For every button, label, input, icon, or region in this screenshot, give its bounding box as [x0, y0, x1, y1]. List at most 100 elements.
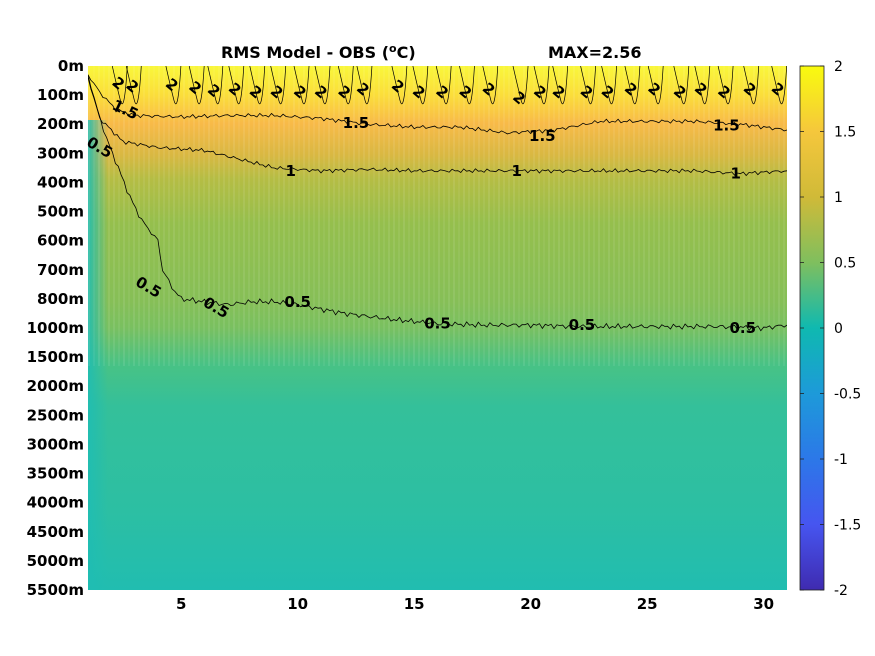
texture-stripe [193, 66, 195, 366]
texture-stripe [518, 66, 520, 366]
colorbar-tick-label: -1.5 [834, 518, 861, 534]
texture-stripe [603, 66, 605, 366]
contour-line-2 [771, 66, 787, 105]
contour-label: 1.5 [713, 117, 740, 135]
texture-stripe [758, 66, 760, 366]
y-tick-label: 800m [37, 290, 84, 308]
texture-stripe [378, 66, 380, 366]
texture-stripe [178, 66, 180, 366]
y-tick-label: 600m [37, 232, 84, 250]
contour-label: 1 [285, 162, 295, 180]
texture-stripe [528, 66, 530, 366]
contour-line-2 [356, 66, 373, 105]
x-tick-label: 15 [404, 595, 425, 613]
texture-stripe [363, 66, 365, 366]
texture-stripe [388, 66, 390, 366]
texture-stripe [243, 66, 245, 366]
texture-stripe [183, 66, 185, 366]
texture-stripe [258, 66, 260, 366]
texture-stripe [683, 66, 685, 366]
contour-line-0-5 [88, 74, 787, 332]
texture-stripe [553, 66, 555, 366]
texture-stripe [328, 66, 330, 366]
y-tick-label: 3000m [27, 435, 84, 453]
contour-line-2 [412, 66, 429, 105]
contour-line-2 [125, 66, 142, 105]
max-label: MAX=2.56 [548, 43, 642, 62]
y-tick-label: 300m [37, 144, 84, 162]
contour-lines [88, 66, 787, 332]
texture-stripe [123, 66, 125, 366]
texture-stripe [353, 66, 355, 366]
contour-line-2 [482, 66, 499, 105]
texture-stripe [443, 66, 445, 366]
y-tick-label: 1000m [27, 319, 84, 337]
texture-stripe [578, 66, 580, 366]
texture-stripe [133, 66, 135, 366]
texture-stripe [573, 66, 575, 366]
texture-stripe [338, 66, 340, 366]
texture-stripe [148, 66, 150, 366]
colorbar-tick-label: -2 [834, 583, 848, 599]
texture-stripe [113, 66, 115, 366]
texture-stripe [198, 66, 200, 366]
texture-stripe [458, 66, 460, 366]
colorbar: 2 1.5 1 0.5 0 -0.5 -1 -1.5 -2 [799, 59, 861, 599]
contour-line-2 [673, 66, 690, 105]
y-tick-label: 0m [58, 57, 84, 75]
texture-stripe [623, 66, 625, 366]
y-tick-label: 2500m [27, 406, 84, 424]
contour-line-2 [391, 66, 408, 105]
contour-line-2 [647, 66, 664, 105]
texture-stripe [233, 66, 235, 366]
texture-stripe [743, 66, 745, 366]
texture-stripe [293, 66, 295, 366]
x-tick-label: 20 [520, 595, 541, 613]
colorbar-tick-label: 1 [834, 190, 843, 206]
texture-stripe [118, 66, 120, 366]
contour-label: 0.5 [729, 319, 756, 337]
texture-stripe [93, 66, 95, 366]
texture-stripe [273, 66, 275, 366]
texture-stripe [313, 66, 315, 366]
texture-stripe [448, 66, 450, 366]
contour-line-2 [293, 66, 310, 105]
colorbar-tick-label: -0.5 [834, 387, 861, 403]
texture-stripe [628, 66, 630, 366]
texture-stripe [308, 66, 310, 366]
texture-stripe [728, 66, 730, 366]
texture-stripe [168, 66, 170, 366]
texture-stripe [368, 66, 370, 366]
texture-stripe [648, 66, 650, 366]
texture-stripe [263, 66, 265, 366]
texture-stripe [768, 66, 770, 366]
texture-stripe [163, 66, 165, 366]
x-axis: 5 10 15 20 25 30 [176, 595, 774, 613]
texture-stripe [288, 66, 290, 366]
texture-stripe [208, 66, 210, 366]
contour-line-2 [717, 66, 734, 105]
y-axis: 0m 100m 200m 300m 400m 500m 600m 700m 800m 1000m 1… [27, 57, 84, 599]
texture-stripe [703, 66, 705, 366]
x-tick-label: 30 [753, 595, 774, 613]
texture-stripe [408, 66, 410, 366]
colorbar-tick-label: 0.5 [834, 256, 856, 272]
texture-stripe [283, 66, 285, 366]
contour-line-2 [743, 66, 760, 105]
contour-line-2 [337, 66, 354, 105]
y-tick-label: 5000m [27, 552, 84, 570]
texture-stripe [673, 66, 675, 366]
texture-stripe [438, 66, 440, 366]
texture-stripe [663, 66, 665, 366]
contour-label: 1 [512, 162, 522, 180]
contour-line-2 [694, 66, 711, 105]
texture-stripe [643, 66, 645, 366]
texture-stripe [693, 66, 695, 366]
y-tick-label: 400m [37, 173, 84, 191]
contour-label: 1.5 [343, 114, 370, 132]
colorbar-tick-label: 0 [834, 321, 843, 337]
texture-stripe [568, 66, 570, 366]
contour-line-2 [580, 66, 596, 105]
contour-line-2 [435, 66, 452, 105]
y-tick-label: 500m [37, 203, 84, 221]
